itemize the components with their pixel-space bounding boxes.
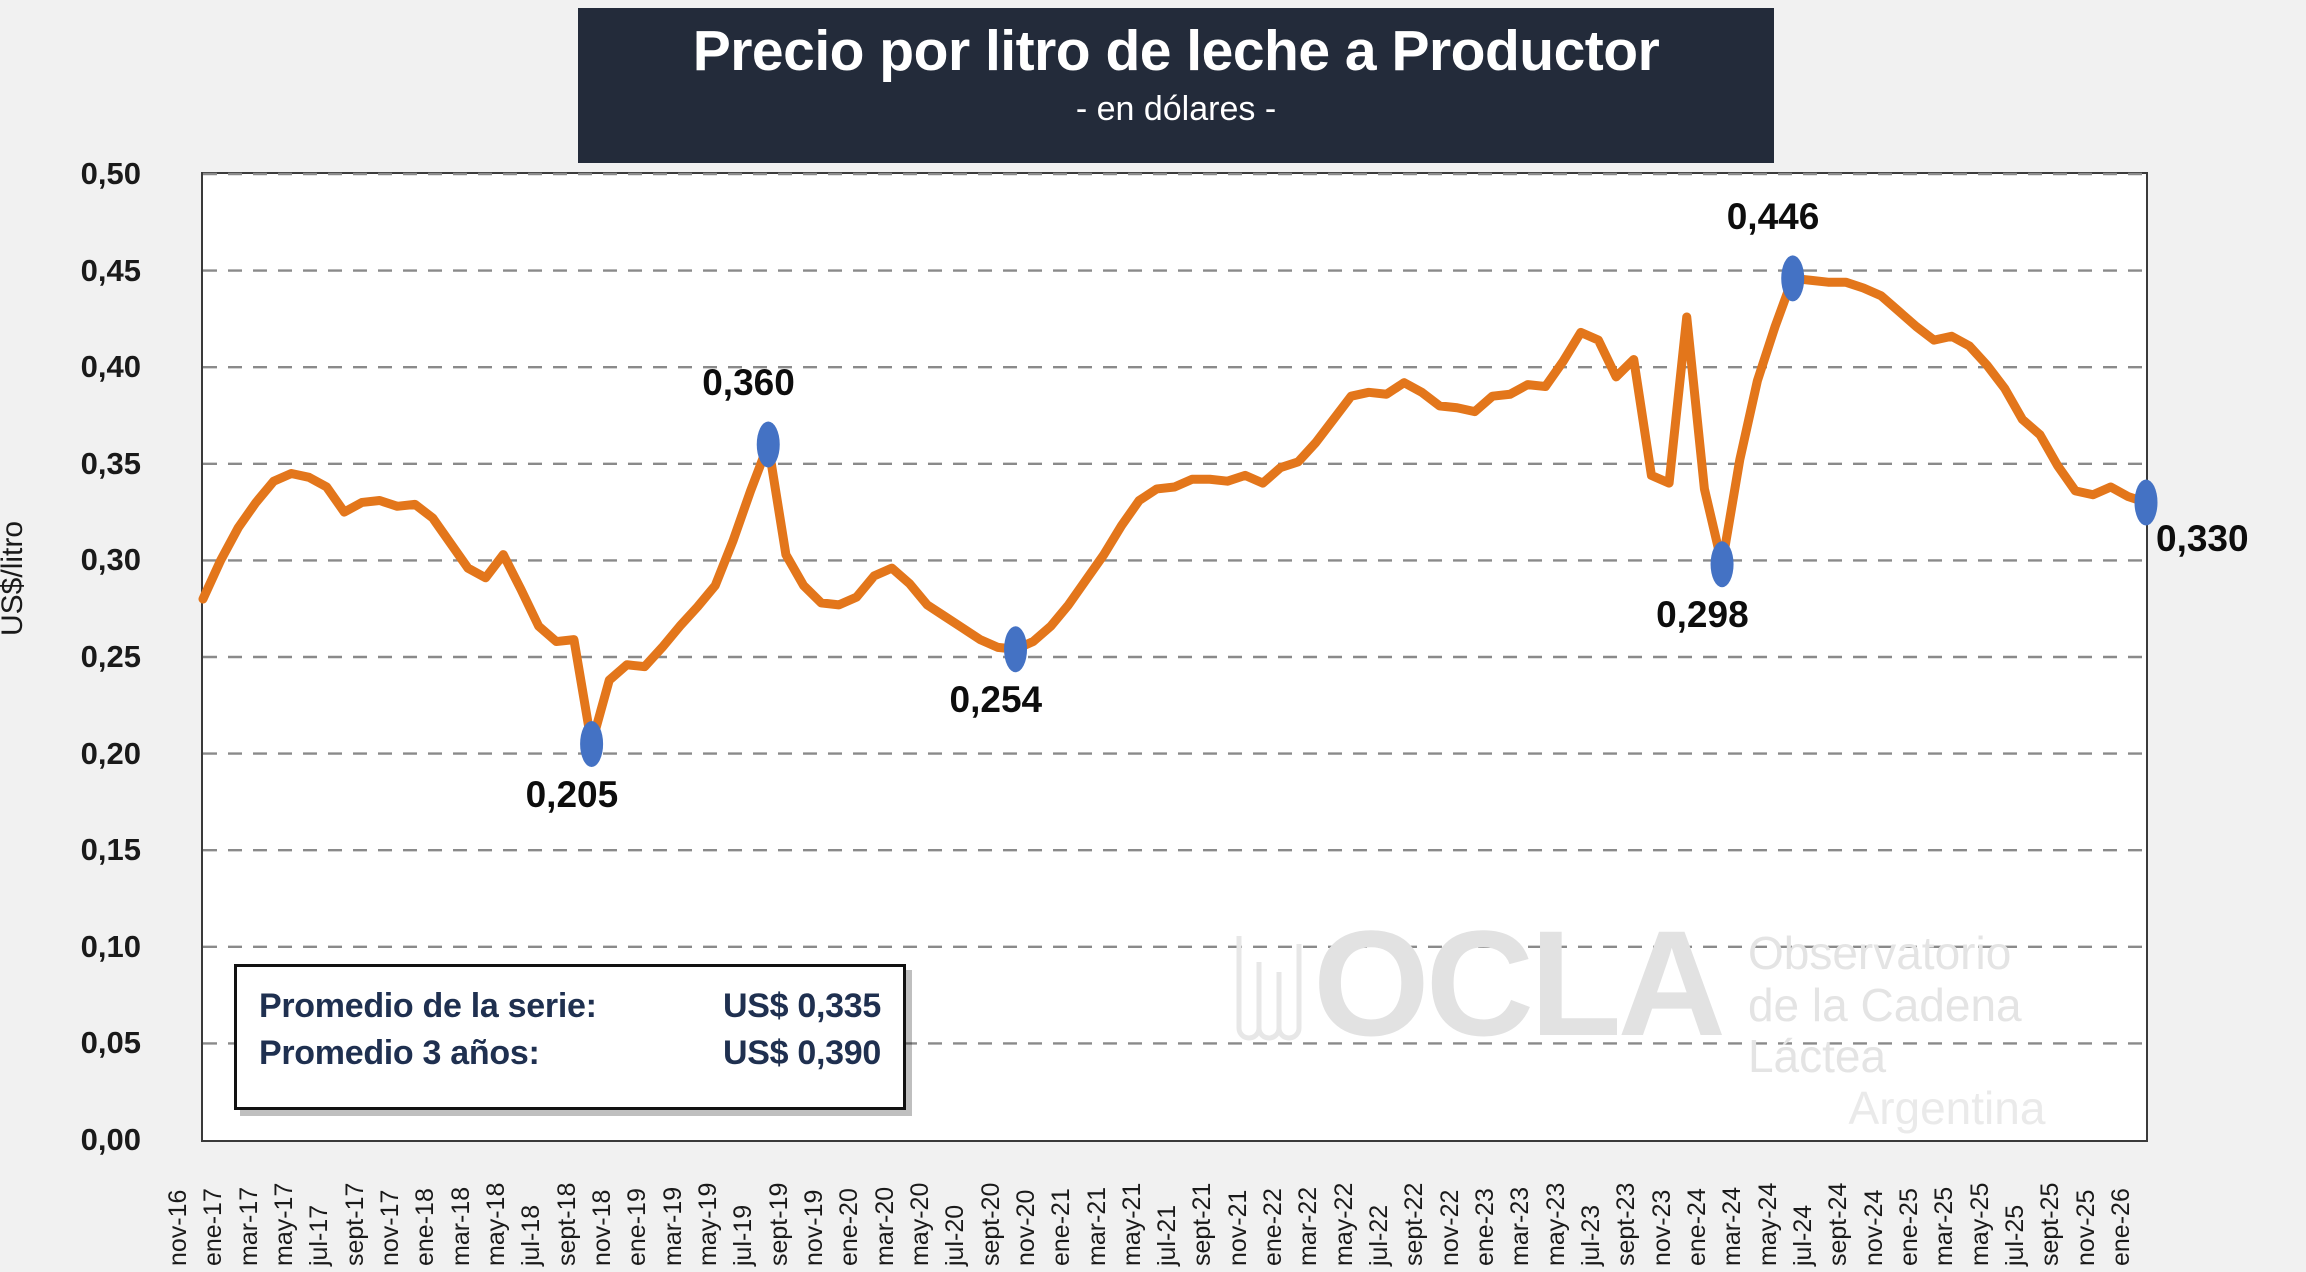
chart-canvas [203, 174, 2158, 1140]
x-axis-tick: may-21 [1117, 1182, 1146, 1266]
x-axis-tick: jul-20 [941, 1204, 970, 1266]
y-axis-tick: 0,30 [80, 542, 141, 578]
x-axis-tick: jul-23 [1577, 1204, 1606, 1266]
x-axis-tick: ene-22 [1259, 1188, 1288, 1266]
x-axis-tick: jul-17 [305, 1204, 334, 1266]
page-title: Precio por litro de leche a Productor [692, 19, 1660, 83]
y-axis-tick: 0,25 [80, 639, 141, 674]
x-axis-tick: mar-17 [234, 1186, 263, 1266]
y-axis-title: US$/litro [0, 520, 29, 636]
x-axis-tick: nov-17 [375, 1189, 404, 1266]
x-axis-tick: sept-22 [1400, 1182, 1429, 1266]
x-axis-tick: sept-18 [552, 1182, 581, 1266]
x-axis-tick: nov-18 [587, 1189, 616, 1266]
x-axis-tick: jul-25 [2001, 1204, 2030, 1266]
y-axis-tick: 0,20 [80, 735, 141, 771]
x-axis-tick: mar-25 [1930, 1186, 1959, 1266]
x-axis-tick: may-17 [269, 1182, 298, 1266]
data-point-label: 0,205 [525, 773, 619, 815]
x-axis-tick: sept-25 [2036, 1182, 2065, 1266]
average-series-row: Promedio de la serie: US$ 0,335 [259, 983, 881, 1030]
x-axis-tick: ene-17 [199, 1188, 228, 1266]
x-axis-tick: ene-25 [1895, 1188, 1924, 1266]
x-axis-tick: nov-23 [1647, 1189, 1676, 1266]
x-axis-tick: may-25 [1965, 1182, 1994, 1266]
y-axis-tick: 0,00 [80, 1122, 141, 1157]
average-3y-label: Promedio 3 años: [259, 1033, 540, 1072]
data-point-label: 0,360 [702, 362, 795, 404]
x-axis-tick: mar-21 [1082, 1186, 1111, 1266]
average-3y-row: Promedio 3 años: US$ 0,390 [259, 1030, 881, 1077]
y-axis-tick: 0,10 [80, 928, 141, 964]
x-axis-tick: may-20 [905, 1182, 934, 1266]
x-axis-tick: sept-24 [1824, 1182, 1853, 1266]
average-series-value: US$ 0,335 [723, 987, 881, 1025]
y-axis-tick: 0,15 [80, 832, 141, 868]
average-3y-value: US$ 0,390 [723, 1033, 881, 1072]
average-series-label: Promedio de la serie: [259, 987, 597, 1025]
data-point-label: 0,254 [949, 679, 1043, 721]
y-axis-tick: 0,35 [80, 445, 141, 481]
x-axis-tick: ene-19 [623, 1188, 652, 1266]
x-axis-tick: nov-24 [1859, 1189, 1888, 1266]
x-axis-tick: mar-23 [1506, 1186, 1535, 1266]
x-axis-tick: sept-17 [340, 1182, 369, 1266]
data-point-label: 0,330 [2156, 518, 2249, 560]
x-axis-tick: sept-19 [764, 1182, 793, 1266]
x-axis-tick: nov-16 [164, 1189, 192, 1266]
x-axis-tick: nov-22 [1435, 1189, 1464, 1266]
x-axis-tick: mar-19 [658, 1186, 687, 1266]
plot-inner: OCLA Observatorio de la Cadena Láctea Ar… [203, 174, 2249, 1140]
x-axis-tick: sept-23 [1612, 1182, 1641, 1266]
chart-title-banner: Precio por litro de leche a Productor - … [578, 8, 1774, 163]
x-axis-tick: jul-22 [1365, 1204, 1394, 1266]
x-axis-tick: may-23 [1541, 1182, 1570, 1266]
data-point-label: 0,298 [1656, 594, 1749, 636]
x-axis-tick: nov-21 [1223, 1189, 1252, 1266]
y-axis-tick: 0,45 [80, 252, 141, 288]
x-axis-tick: nov-19 [799, 1189, 828, 1266]
x-axis-tick: jul-18 [517, 1204, 546, 1266]
x-axis-tick: jul-24 [1789, 1204, 1818, 1266]
chart-subtitle: - en dólares - [1075, 89, 1277, 128]
x-axis-tick: jul-21 [1153, 1204, 1182, 1266]
y-axis-tick: 0,40 [80, 349, 141, 385]
x-axis-tick: mar-20 [870, 1186, 899, 1266]
x-axis-tick: ene-23 [1471, 1188, 1500, 1266]
x-axis-tick: ene-24 [1683, 1188, 1712, 1266]
x-axis-tick: ene-20 [835, 1188, 864, 1266]
x-axis-tick: mar-18 [446, 1186, 475, 1266]
averages-box: Promedio de la serie: US$ 0,335 Promedio… [234, 964, 906, 1110]
plot-area: OCLA Observatorio de la Cadena Láctea Ar… [201, 172, 2249, 1142]
x-axis-tick: mar-22 [1294, 1186, 1323, 1266]
x-axis-tick: jul-19 [729, 1204, 758, 1266]
x-axis-tick: nov-20 [1011, 1189, 1040, 1266]
x-axis-tick: ene-26 [2107, 1188, 2135, 1266]
x-axis-tick: may-19 [693, 1182, 722, 1266]
x-axis-tick: may-22 [1329, 1182, 1358, 1266]
x-axis-tick: ene-21 [1047, 1188, 1076, 1266]
data-point-label: 0,446 [1726, 196, 1820, 238]
x-axis-tick: may-18 [481, 1182, 510, 1266]
x-axis-tick: nov-25 [2071, 1189, 2100, 1266]
x-axis-tick: may-24 [1753, 1182, 1782, 1266]
x-axis-tick: sept-20 [976, 1182, 1005, 1266]
y-axis-tick: 0,05 [80, 1025, 141, 1061]
x-axis-tick: sept-21 [1188, 1182, 1217, 1266]
y-axis-tick: 0,50 [80, 156, 141, 191]
x-axis-tick: ene-18 [411, 1188, 440, 1266]
x-axis-tick: mar-24 [1718, 1186, 1747, 1266]
